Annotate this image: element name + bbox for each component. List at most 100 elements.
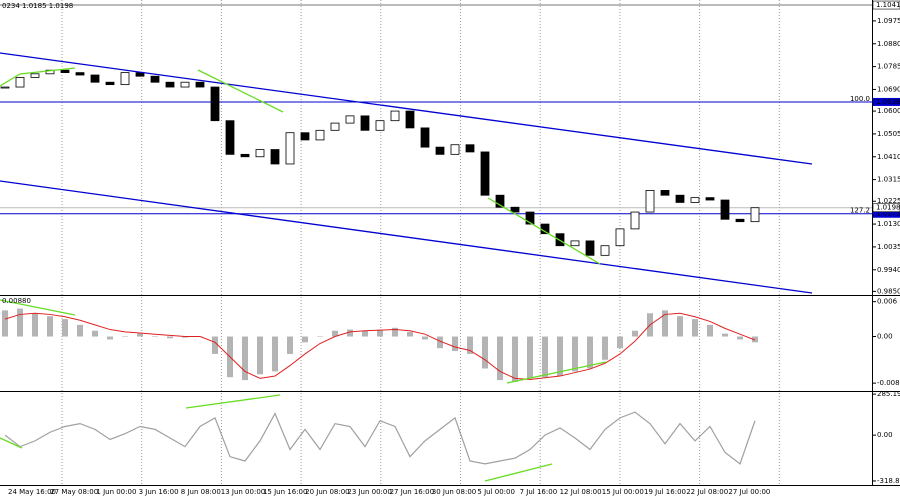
signal-line [4,312,756,381]
x-tick-label: 8 Jun 08:00 [181,488,221,496]
candle [705,197,715,201]
level-box [873,209,900,218]
x-tick-label: 20 Jun 08:00 [305,488,349,496]
candle [0,86,10,89]
candle [450,144,460,155]
candle [405,110,415,129]
candle [75,72,85,76]
histogram-bar [152,336,158,338]
histogram-bar [752,336,758,343]
histogram-bar [182,336,188,338]
histogram-bar [482,336,488,369]
x-tick-label: 27 Jun 16:00 [390,488,434,496]
histogram-bar [617,336,623,349]
histogram-bar [347,329,353,337]
candle [360,115,370,131]
candle [15,77,25,88]
y-tick-label: 0.9940 [877,266,900,274]
candle [480,151,490,196]
candle [435,146,445,155]
x-tick-label: 7 Jul 16:00 [520,488,558,496]
histogram-bar [512,336,518,382]
histogram-bar [47,316,53,337]
candle [375,120,385,131]
histogram-bar [437,336,443,349]
histogram-bar [17,308,23,337]
candle [645,190,655,213]
y-tick-label: -0.00802 [877,379,900,387]
y-tick-label: 1.0785 [877,63,900,71]
y-tick-label: 1.0035 [877,243,900,251]
histogram-bar [422,336,428,340]
oscillator-line [4,411,756,465]
x-tick-label: 3 Jun 16:00 [139,488,179,496]
histogram-bar [137,333,143,337]
histogram-bar [737,336,743,340]
candle [105,81,115,86]
candle [330,122,340,131]
candle [570,240,580,247]
divergence-line [0,67,76,87]
divergence-line [0,299,76,316]
candle [255,149,265,158]
candle [600,245,610,256]
y-tick-label: 1.0130 [877,220,900,228]
histogram-bar [167,336,173,339]
x-tick-label: 23 Jun 00:00 [347,488,391,496]
candle [615,228,625,247]
x-tick-label: 30 Jun 08:00 [432,488,476,496]
y-tick-label: 1.0880 [877,40,900,48]
y-tick-label: 1.0225 [877,197,900,205]
histogram-bar [377,329,383,337]
candle [180,81,190,88]
candle [345,115,355,124]
price-box-label: 1.1041 [876,1,900,9]
histogram-bar [392,327,398,337]
x-tick-label: 1 Jun 00:00 [96,488,136,496]
histogram-bar [467,336,473,354]
histogram-bar [407,331,413,337]
x-tick-label: 12 Jul 08:00 [560,488,602,496]
candle [465,144,475,153]
histogram-bar [317,336,323,338]
channel-line [0,180,813,294]
y-tick-label: 1.0315 [877,176,900,184]
divergence-line [487,197,601,265]
histogram-bar [692,319,698,337]
candle [720,199,730,220]
histogram-bar [452,336,458,352]
x-tick-label: 24 May 16:00 [8,488,56,496]
candle [195,81,205,88]
candle [240,153,250,158]
histogram-bar [362,330,368,337]
candle [210,86,220,122]
candle [525,211,535,225]
panel-frames [0,0,900,486]
histogram-bar [92,330,98,337]
candle [165,81,175,88]
candle [660,190,670,196]
divergence-line [185,394,281,409]
candle [120,72,130,86]
y-tick-label: 1.0600 [877,107,900,115]
histogram-bar [122,336,128,338]
level-box [873,97,900,106]
x-tick-label: 19 Jul 16:00 [644,488,686,496]
histogram-bar [302,336,308,343]
x-tick-label: 15 Jun 16:00 [263,488,307,496]
x-tick-label: 13 Jun 00:00 [221,488,265,496]
candle [150,75,160,83]
histogram-bar [332,330,338,337]
macd-top-label: 0.00880 [2,297,31,305]
current-price-box [872,203,900,213]
histogram-bar [497,336,503,381]
histogram-bar [572,336,578,372]
histogram-bar [527,336,533,379]
histogram-bar [257,336,263,375]
candle [630,211,640,230]
y-tick-label: 1.0505 [877,130,900,138]
y-tick-label: 0.9850 [877,287,900,295]
x-tick-label: 5 Jul 00:00 [477,488,515,496]
y-tick-label: 1.0410 [877,153,900,161]
